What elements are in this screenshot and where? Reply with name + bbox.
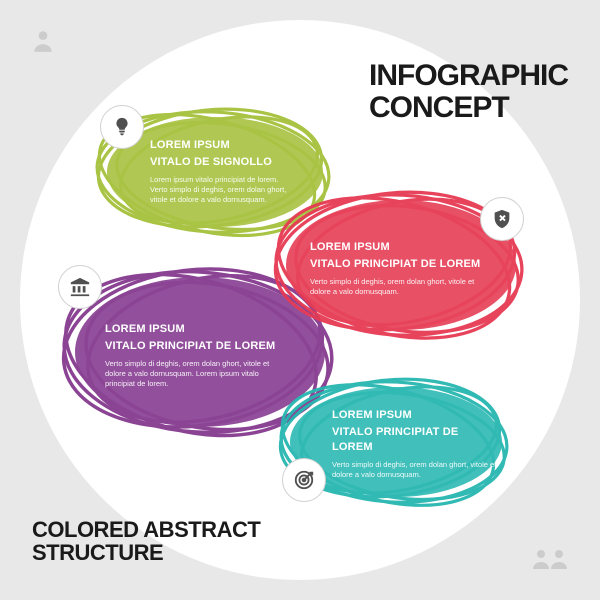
bubble-text-red: Lorem Ipsum Vitalo Principiat de Lorem V… — [310, 240, 485, 297]
title-line-2: Concept — [369, 91, 509, 124]
page-title: InfographicConcept — [369, 60, 568, 123]
title-line-1: Lorem Ipsum — [150, 138, 295, 153]
target-icon — [282, 458, 326, 502]
title-line-1: Infographic — [369, 59, 568, 92]
subtitle-line-2: Structure — [32, 540, 163, 565]
bubble-text-green: Lorem Ipsum Vitalo de Signollo Lorem ips… — [150, 138, 295, 205]
lightbulb-icon — [100, 105, 144, 149]
body-text: Verto simplo di deghis, orem dolan ghort… — [310, 277, 485, 297]
title-line-2: Vitalo Principiat de Lorem — [332, 425, 497, 455]
title-line-1: Lorem Ipsum — [105, 322, 285, 337]
people-icon — [530, 546, 570, 572]
body-text: Verto simplo di deghis, orem dolan ghort… — [105, 359, 285, 389]
shield-icon — [480, 197, 524, 241]
person-icon — [30, 28, 56, 54]
bubble-text-teal: Lorem Ipsum Vitalo Principiat de Lorem V… — [332, 408, 497, 480]
title-line-2: Vitalo Principiat de Lorem — [310, 257, 485, 272]
title-line-2: Vitalo Principiat de Lorem — [105, 339, 285, 354]
body-text: Lorem ipsum vitalo principiat de lorem. … — [150, 175, 295, 205]
page-subtitle: Colored AbstractStructure — [32, 518, 260, 564]
body-text: Verto simplo di deghis, orem dolan ghort… — [332, 460, 497, 480]
title-line-1: Lorem Ipsum — [310, 240, 485, 255]
title-line-2: Vitalo de Signollo — [150, 155, 295, 170]
bank-icon — [58, 265, 102, 309]
bubble-text-purple: Lorem Ipsum Vitalo Principiat de Lorem V… — [105, 322, 285, 389]
title-line-1: Lorem Ipsum — [332, 408, 497, 423]
subtitle-line-1: Colored Abstract — [32, 517, 260, 542]
